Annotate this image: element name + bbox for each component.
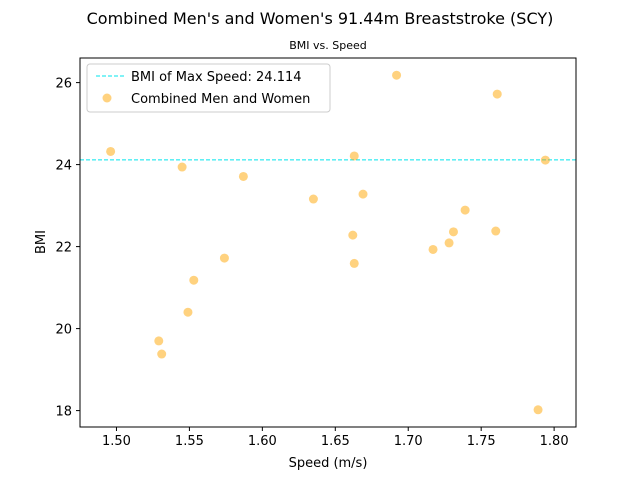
x-axis-ticks: 1.50 1.55 1.60 1.65 1.70 1.75 1.80 <box>102 427 569 449</box>
data-point <box>533 405 543 415</box>
data-point <box>348 230 358 240</box>
y-tick-label: 20 <box>55 323 72 338</box>
data-points <box>106 70 550 415</box>
x-axis-label: Speed (m/s) <box>289 456 368 471</box>
data-point <box>157 349 167 359</box>
x-tick-label: 1.55 <box>175 434 204 449</box>
data-point <box>448 227 458 237</box>
data-point <box>189 275 199 285</box>
data-point <box>308 194 318 204</box>
x-tick-label: 1.80 <box>540 434 569 449</box>
data-point <box>392 70 402 80</box>
x-tick-label: 1.65 <box>321 434 350 449</box>
chart-subtitle: BMI vs. Speed <box>289 39 367 52</box>
data-point <box>428 244 438 254</box>
y-tick-label: 22 <box>55 241 72 256</box>
x-tick-label: 1.70 <box>394 434 423 449</box>
x-tick-label: 1.75 <box>467 434 496 449</box>
legend-box <box>86 63 331 113</box>
data-point <box>358 189 368 199</box>
data-point <box>460 205 470 215</box>
y-tick-label: 26 <box>55 77 72 92</box>
axes-frame <box>79 57 577 428</box>
y-tick-label: 18 <box>55 405 72 420</box>
data-point <box>491 226 501 236</box>
data-point <box>183 307 193 317</box>
data-point <box>540 155 550 165</box>
data-point <box>349 258 359 268</box>
y-axis-label: BMI <box>34 230 49 254</box>
legend-series-marker <box>102 93 112 103</box>
x-tick-label: 1.60 <box>248 434 277 449</box>
y-axis-ticks: 18 20 22 24 26 <box>55 77 80 420</box>
x-tick-label: 1.50 <box>102 434 131 449</box>
data-point <box>177 162 187 172</box>
data-point <box>106 146 116 156</box>
data-point <box>492 89 502 99</box>
data-point <box>154 336 164 346</box>
chart-title: Combined Men's and Women's 91.44m Breast… <box>87 9 554 28</box>
data-point <box>349 151 359 161</box>
data-point <box>444 238 454 248</box>
data-point <box>219 253 229 263</box>
y-tick-label: 24 <box>55 159 72 174</box>
legend-reference-line-label: BMI of Max Speed: 24.114 <box>131 70 302 85</box>
legend-series-label: Combined Men and Women <box>131 92 310 107</box>
data-point <box>238 171 248 181</box>
legend: BMI of Max Speed: 24.114 Combined Men an… <box>86 63 331 113</box>
